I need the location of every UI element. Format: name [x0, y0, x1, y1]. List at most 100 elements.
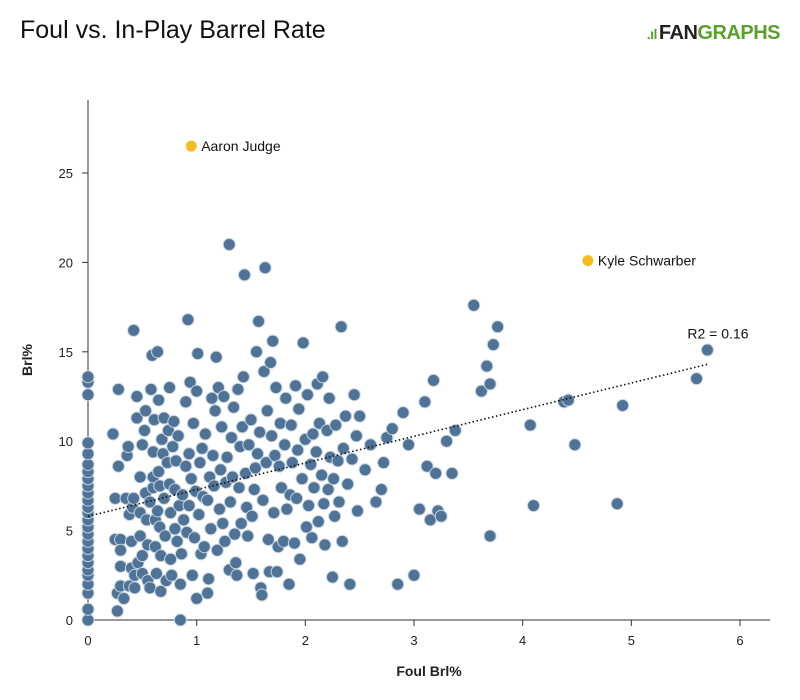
highlighted-points: Aaron Judge Kyle Schwarber: [184, 138, 696, 269]
data-point: [265, 429, 279, 443]
data-point: [253, 425, 267, 439]
data-point: [306, 427, 320, 441]
data-point: [198, 427, 212, 441]
data-point: [230, 568, 244, 582]
data-point: [486, 338, 500, 352]
data-point: [214, 463, 228, 477]
r2-annotation: R2 = 0.16: [687, 325, 748, 341]
data-point: [257, 364, 271, 378]
x-tick-label: 2: [302, 633, 309, 648]
x-tick-label: 1: [193, 633, 200, 648]
data-point: [418, 395, 432, 409]
data-point: [412, 502, 426, 516]
data-point: [226, 470, 240, 484]
axes: 0 1 2 3 4 5 6 0 5 10 15 20 25: [59, 100, 770, 648]
data-point: [81, 613, 95, 627]
data-point: [241, 529, 255, 543]
data-point: [215, 420, 229, 434]
data-point: [193, 456, 207, 470]
data-point: [289, 379, 303, 393]
data-point: [690, 372, 704, 386]
data-point: [391, 577, 405, 591]
data-point: [350, 504, 364, 518]
data-point: [332, 495, 346, 509]
data-point: [336, 441, 350, 455]
data-point: [151, 345, 165, 359]
data-point: [181, 313, 195, 327]
data-point: [236, 370, 250, 384]
data-point: [259, 456, 273, 470]
highlight-point: [581, 254, 595, 268]
data-point: [322, 391, 336, 405]
data-point: [218, 534, 232, 548]
data-point: [173, 613, 187, 627]
data-point: [480, 359, 494, 373]
data-point: [229, 556, 243, 570]
data-point: [207, 479, 221, 493]
data-point: [190, 384, 204, 398]
data-point: [377, 456, 391, 470]
data-point: [445, 466, 459, 480]
data-point: [474, 384, 488, 398]
data-point: [179, 459, 193, 473]
data-point: [143, 495, 157, 509]
data-point: [154, 584, 168, 598]
data-point: [328, 509, 342, 523]
data-point: [304, 457, 318, 471]
x-tick-label: 4: [519, 633, 526, 648]
data-point: [527, 499, 541, 513]
data-point: [290, 491, 304, 505]
data-point: [139, 404, 153, 418]
data-point: [206, 449, 220, 463]
data-point: [227, 400, 241, 414]
x-axis-label: Foul Brl%: [396, 663, 462, 679]
data-point: [347, 388, 361, 402]
data-point: [349, 429, 363, 443]
highlight-label: Aaron Judge: [201, 138, 281, 154]
data-point: [341, 477, 355, 491]
data-point: [279, 391, 293, 405]
data-point: [185, 568, 199, 582]
data-point: [339, 409, 353, 423]
data-point: [326, 570, 339, 584]
data-point: [256, 493, 270, 507]
data-point: [321, 482, 335, 496]
data-point: [127, 323, 141, 337]
data-point: [305, 531, 319, 545]
data-point: [280, 502, 294, 516]
data-point: [209, 350, 223, 364]
data-point: [169, 454, 183, 468]
data-point: [255, 588, 269, 602]
data-point: [282, 577, 296, 591]
data-point: [258, 261, 272, 275]
y-tick-label: 0: [66, 613, 73, 628]
data-point: [174, 547, 188, 561]
y-axis-label: Brl%: [19, 344, 35, 376]
data-point: [302, 499, 316, 513]
data-point: [202, 572, 216, 586]
y-tick-label: 15: [59, 345, 73, 360]
y-tick-label: 25: [59, 166, 73, 181]
logo-graphs-text: GRAPHS: [697, 22, 780, 44]
data-point: [448, 423, 462, 437]
data-point: [296, 336, 310, 350]
highlight-label: Kyle Schwarber: [598, 253, 696, 269]
data-point: [307, 481, 321, 495]
data-point: [610, 497, 624, 511]
data-point: [249, 345, 263, 359]
data-point: [285, 456, 299, 470]
data-point: [318, 538, 332, 552]
data-point: [144, 382, 158, 396]
data-point: [293, 552, 307, 566]
highlight-point: [184, 139, 198, 153]
data-point: [237, 268, 251, 282]
data-point: [483, 377, 497, 391]
data-point: [157, 491, 171, 505]
data-point: [163, 381, 176, 395]
data-point: [700, 343, 714, 357]
data-point: [165, 568, 179, 582]
data-point: [353, 409, 367, 423]
data-point: [252, 314, 266, 328]
data-point: [171, 429, 185, 443]
logo-bars-icon: .ıl: [646, 25, 658, 42]
